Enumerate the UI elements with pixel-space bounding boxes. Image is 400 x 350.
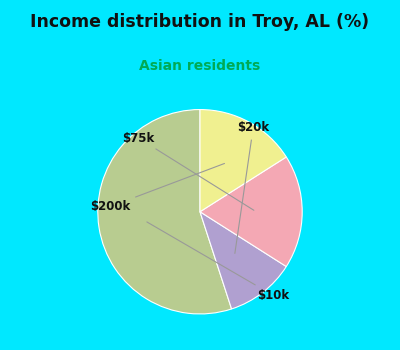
Wedge shape bbox=[200, 110, 286, 212]
Wedge shape bbox=[200, 157, 302, 266]
Text: Asian residents: Asian residents bbox=[139, 58, 261, 73]
Text: $10k: $10k bbox=[147, 222, 290, 302]
Text: $75k: $75k bbox=[122, 132, 254, 210]
Text: $20k: $20k bbox=[235, 121, 269, 253]
Text: Income distribution in Troy, AL (%): Income distribution in Troy, AL (%) bbox=[30, 13, 370, 31]
Wedge shape bbox=[200, 212, 286, 309]
Text: $200k: $200k bbox=[90, 163, 224, 213]
Wedge shape bbox=[98, 110, 232, 314]
